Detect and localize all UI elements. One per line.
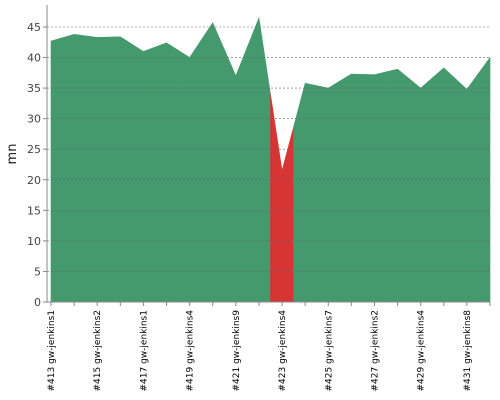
y-tick-label: 10 (27, 235, 41, 248)
area-segment (154, 42, 179, 303)
x-tick-label: #417 gw-jenkins1 (139, 310, 149, 391)
area-segment (385, 68, 410, 303)
area-segment (108, 36, 133, 303)
y-tick-label: 5 (34, 265, 41, 278)
y-tick-label: 15 (27, 204, 41, 217)
area-segment (408, 77, 433, 303)
area-segment (293, 82, 318, 303)
area-segment (316, 80, 341, 303)
area-segment (177, 39, 202, 303)
x-tick-label: #413 gw-jenkins1 (47, 310, 57, 391)
area-segment (50, 37, 63, 303)
y-tick-label: 30 (27, 113, 41, 126)
y-tick-label: 25 (27, 143, 41, 156)
area-segment (85, 35, 110, 303)
y-tick-label: 45 (27, 21, 41, 34)
y-tick-label: 40 (27, 52, 41, 65)
area-segment (247, 16, 271, 303)
x-tick-label: #431 gw-jenkins8 (463, 310, 473, 392)
x-tick-label: #421 gw-jenkins9 (232, 310, 242, 392)
area-segment (339, 73, 364, 303)
area-segment (270, 94, 294, 303)
y-tick-label: 20 (27, 174, 41, 187)
y-tick-label: 35 (27, 82, 41, 95)
y-axis-label: mn (5, 144, 20, 165)
area-segment (200, 22, 225, 303)
x-tick-label: #425 gw-jenkins7 (324, 310, 334, 391)
area-segment (455, 72, 479, 303)
x-tick-label: #415 gw-jenkins2 (93, 310, 103, 391)
area-segment (362, 71, 387, 303)
area-segment (62, 34, 86, 303)
x-tick-label: #419 gw-jenkins4 (186, 310, 196, 392)
area-segment (223, 46, 248, 303)
area-segment (431, 67, 456, 303)
y-tick-label: 0 (34, 296, 41, 309)
x-tick-label: #427 gw-jenkins2 (370, 310, 380, 391)
x-tick-label: #429 gw-jenkins4 (417, 310, 427, 392)
area-segment (131, 43, 156, 303)
x-tick-label: #423 gw-jenkins4 (278, 310, 288, 392)
